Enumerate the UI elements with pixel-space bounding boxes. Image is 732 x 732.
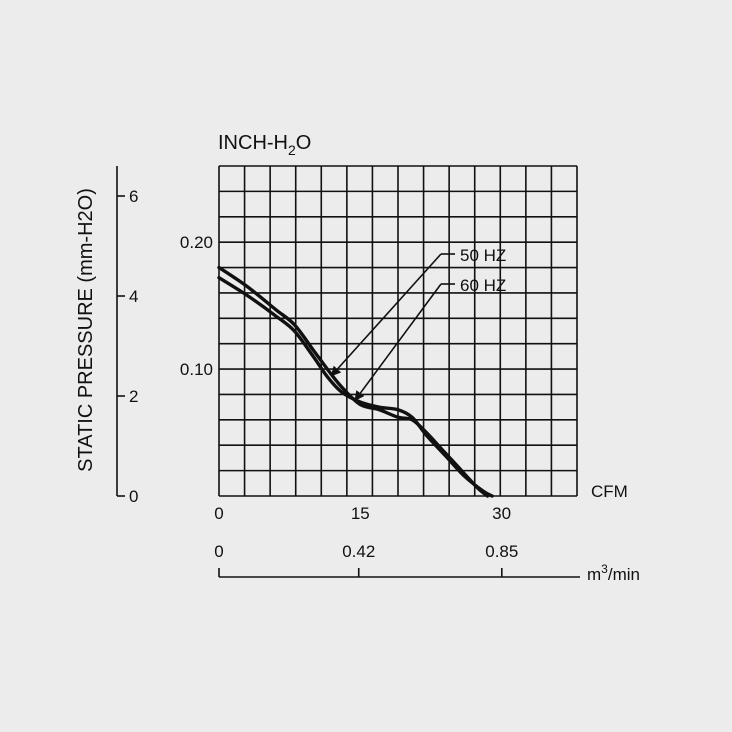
secondary-y-tick-label: 2: [129, 387, 138, 406]
series-label: 60 HZ: [460, 276, 506, 295]
primary-x-tick-label: 30: [492, 504, 511, 523]
series-label: 50 HZ: [460, 246, 506, 265]
series-line-50hz: [217, 265, 490, 498]
primary-y-axis-title: INCH-H2O: [218, 132, 311, 158]
primary-x-axis-title: CFM: [591, 482, 628, 501]
primary-x-tick-label: 0: [214, 504, 223, 523]
series-curves: [217, 265, 494, 498]
leader-arrow: [330, 253, 442, 377]
secondary-x-axis-title: m3/min: [587, 562, 640, 584]
secondary-y-tick-label: 6: [129, 187, 138, 206]
secondary-x-tick-label: 0.85: [485, 542, 518, 561]
primary-y-tick-label: 0.20: [180, 233, 213, 252]
chart-axes: 0.10 0.20 0 2 4 6 0 15 30 0 0.42 0.85: [116, 166, 580, 578]
series-annotations: 50 HZ 60 HZ: [330, 246, 506, 402]
secondary-y-axis-title: STATIC PRESSURE (mm-H2O): [75, 188, 97, 472]
chart-grid: [218, 165, 578, 497]
secondary-y-tick-label: 0: [129, 487, 138, 506]
leader-arrow: [354, 283, 442, 402]
secondary-x-tick-label: 0.42: [342, 542, 375, 561]
secondary-y-tick-label: 4: [129, 287, 138, 306]
primary-x-tick-label: 15: [351, 504, 370, 523]
series-line-60hz: [217, 276, 494, 498]
secondary-x-tick-label: 0: [214, 542, 223, 561]
primary-y-tick-label: 0.10: [180, 360, 213, 379]
